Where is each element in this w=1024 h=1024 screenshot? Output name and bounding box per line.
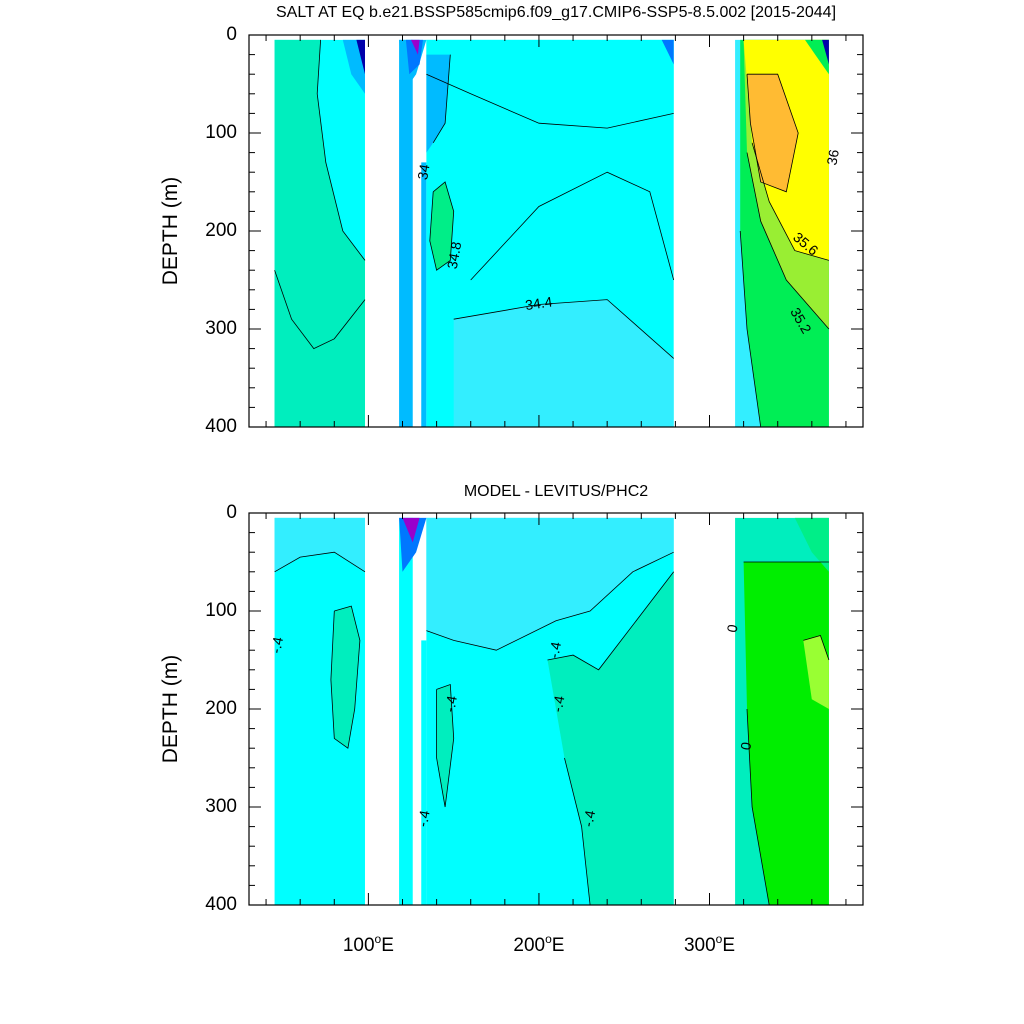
y-tick-label-1: 100 xyxy=(205,600,237,621)
maritime-strip xyxy=(399,517,413,905)
y-tick-label-4: 400 xyxy=(205,894,237,915)
contour-atlantic-3 xyxy=(803,635,830,661)
bottom-plot-area xyxy=(274,517,829,905)
y-tick-label-0: 0 xyxy=(226,502,237,523)
contour-label-1: 34.8 xyxy=(444,240,465,270)
top-plot-area xyxy=(274,39,829,428)
contour-label-0: -.4 xyxy=(267,635,286,654)
atlantic-light xyxy=(794,517,829,572)
y-tick-label-0: 0 xyxy=(226,24,237,45)
maritime-strip-2 xyxy=(421,640,427,905)
y-tick-label-3: 300 xyxy=(205,796,237,817)
contour-label-3: -.4 xyxy=(549,694,568,713)
maritime-strip xyxy=(399,39,413,428)
top-axes: 0 100 200 300 400 xyxy=(205,24,864,437)
pacific-west-core xyxy=(436,684,454,807)
contour-pacific-4 xyxy=(470,171,675,281)
contour-label-6: 0 xyxy=(724,623,741,634)
atlantic-lime xyxy=(803,635,829,709)
maritime-strip-2 xyxy=(421,162,427,427)
y-tick-label-4: 400 xyxy=(205,416,237,437)
contour-label-2: -.4 xyxy=(441,694,460,713)
y-tick-label-3: 300 xyxy=(205,318,237,339)
contour-indian-1 xyxy=(316,39,366,261)
contour-atlantic-1 xyxy=(746,152,830,330)
y-tick-label-1: 100 xyxy=(205,122,237,143)
contour-atlantic-3 xyxy=(746,73,799,193)
x-tick-labels: 100oE 200oE 300oE xyxy=(343,932,735,956)
pacific-surface xyxy=(426,39,674,129)
contour-atlantic-2 xyxy=(746,708,770,906)
y-tick-label-2: 200 xyxy=(205,220,237,241)
contour-label-3: 36 xyxy=(823,148,841,166)
indian-surface xyxy=(274,517,365,572)
bottom-title: MODEL - LEVITUS/PHC2 xyxy=(464,483,648,500)
indian-east-surface xyxy=(342,39,365,94)
warm-pool-purple xyxy=(402,517,420,543)
contour-indian-2 xyxy=(274,270,366,350)
warm-pool-blue xyxy=(405,39,423,75)
salinity-core xyxy=(429,182,454,271)
contour-pacific-2 xyxy=(547,571,675,671)
bottom-contour-labels: -.4 -.4 -.4 -.4 -.4 -.4 0 0 xyxy=(267,623,754,828)
top-contour-lines xyxy=(274,39,830,428)
contour-pacific-4 xyxy=(436,683,455,808)
indian-deep-region xyxy=(274,270,365,427)
contour-label-1: -.4 xyxy=(545,640,564,659)
contour-core xyxy=(429,181,455,271)
pacific-west-fresh xyxy=(426,54,451,153)
contour-indian-1 xyxy=(274,551,366,573)
salinity-panel: SALT AT EQ b.e21.BSSP585cmip6.f09_g17.CM… xyxy=(159,4,864,437)
warm-pool-fresh xyxy=(399,517,427,572)
pacific-deep xyxy=(453,299,674,427)
warm-pool-purple xyxy=(411,39,420,55)
contour-indian-2 xyxy=(330,605,361,749)
pacific-upper xyxy=(426,517,674,651)
pacific-east xyxy=(547,571,674,905)
contour-label-5: -.4 xyxy=(580,809,599,828)
atlantic-east-fresh xyxy=(805,39,829,75)
pacific-east-fresh xyxy=(661,39,674,65)
atlantic-east-dark xyxy=(822,39,829,65)
x-tick-label-1: 200oE xyxy=(513,932,564,956)
contour-atlantic-2 xyxy=(751,142,830,261)
contour-pacific-3 xyxy=(453,299,674,359)
atlantic-salty-core xyxy=(747,74,799,192)
contour-pacific-3 xyxy=(564,757,591,906)
contour-pacific-2 xyxy=(432,54,451,144)
bottom-axes: 0 100 200 300 400 xyxy=(205,502,864,915)
bottom-contour-lines xyxy=(274,551,830,906)
bottom-ylabel: DEPTH (m) xyxy=(159,655,182,764)
top-ylabel: DEPTH (m) xyxy=(159,177,182,286)
contour-pacific-1 xyxy=(426,73,674,129)
contour-atlantic-4 xyxy=(739,230,762,428)
contour-pacific-1 xyxy=(426,551,674,651)
indian-east-fresh xyxy=(356,39,365,75)
y-tick-label-2: 200 xyxy=(205,698,237,719)
contour-label-7: 0 xyxy=(737,741,754,752)
contour-label-0: 34 xyxy=(414,163,432,181)
indian-positive xyxy=(330,606,360,749)
top-title: SALT AT EQ b.e21.BSSP585cmip6.f09_g17.CM… xyxy=(276,4,836,21)
contour-label-2: 34.4 xyxy=(524,293,553,313)
x-tick-label-2: 300oE xyxy=(684,932,735,956)
x-tick-label-0: 100oE xyxy=(343,932,394,956)
difference-panel: MODEL - LEVITUS/PHC2 -.4 -.4-.4 -.4-.4 -.40… xyxy=(159,483,864,915)
contour-label-4: -.4 xyxy=(414,809,433,828)
